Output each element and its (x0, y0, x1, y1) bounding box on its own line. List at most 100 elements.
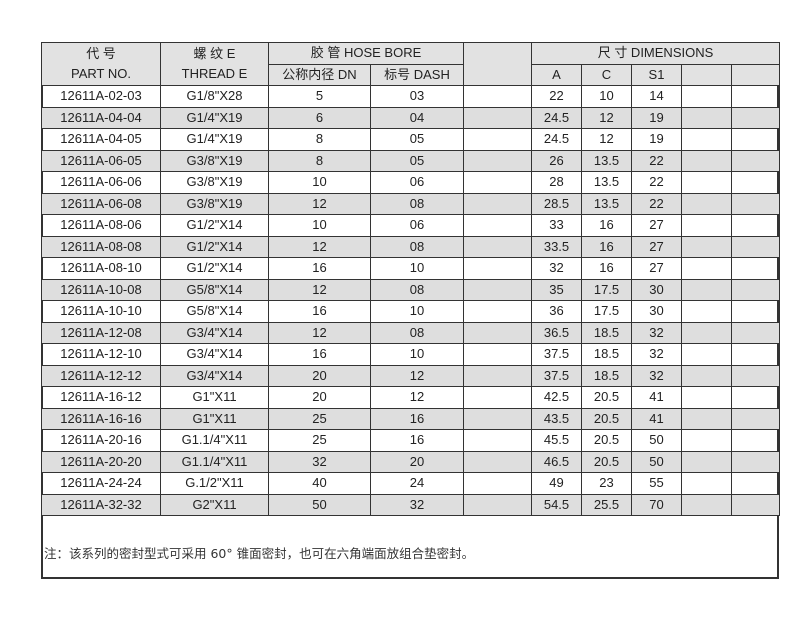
cell-extra2 (731, 429, 780, 452)
cell-part-no: 12611A-24-24 (41, 472, 161, 495)
cell-s1: 22 (631, 149, 682, 172)
cell-extra1 (681, 450, 732, 473)
cell-s1: 14 (631, 85, 682, 108)
parts-table: 代 号 PART NO. 螺 纹 E THREAD E 胶 管 HOSE BORE … (41, 42, 780, 516)
cell-s1: 32 (631, 364, 682, 387)
cell-dn: 16 (268, 343, 371, 366)
cell-extra1 (681, 171, 732, 194)
table-row: 12611A-20-20 G1.1/4"X11 32 20 46.5 20.5 50 (41, 450, 780, 473)
cell-dash: 12 (370, 386, 464, 409)
cell-a: 36.5 (531, 321, 582, 344)
cell-c: 18.5 (581, 364, 632, 387)
cell-part-no: 12611A-06-05 (41, 149, 161, 172)
cell-dash: 06 (370, 214, 464, 237)
header-part-no: 代 号 PART NO. (41, 42, 161, 86)
cell-dn: 8 (268, 149, 371, 172)
cell-dn: 20 (268, 364, 371, 387)
cell-part-no: 12611A-32-32 (41, 493, 161, 516)
cell-extra1 (681, 364, 732, 387)
cell-dn: 8 (268, 128, 371, 151)
cell-thread: G1/8"X28 (160, 85, 269, 108)
cell-dash: 05 (370, 149, 464, 172)
cell-blank (463, 278, 532, 301)
cell-thread: G1.1/4"X11 (160, 429, 269, 452)
table-row: 12611A-06-05 G3/8"X19 8 05 26 13.5 22 (41, 149, 780, 172)
cell-dn: 12 (268, 235, 371, 258)
cell-a: 28 (531, 171, 582, 194)
cell-extra2 (731, 106, 780, 129)
header-dash: 标号 DASH (370, 63, 464, 86)
table-row: 12611A-04-05 G1/4"X19 8 05 24.5 12 19 (41, 128, 780, 151)
cell-part-no: 12611A-12-10 (41, 343, 161, 366)
cell-dash: 32 (370, 493, 464, 516)
cell-a: 28.5 (531, 192, 582, 215)
table-row: 12611A-06-08 G3/8"X19 12 08 28.5 13.5 22 (41, 192, 780, 215)
cell-thread: G1/2"X14 (160, 257, 269, 280)
table-row: 12611A-12-12 G3/4"X14 20 12 37.5 18.5 32 (41, 364, 780, 387)
cell-blank (463, 214, 532, 237)
cell-thread: G3/8"X19 (160, 171, 269, 194)
cell-a: 24.5 (531, 128, 582, 151)
cell-extra1 (681, 257, 732, 280)
cell-extra2 (731, 214, 780, 237)
cell-dash: 08 (370, 192, 464, 215)
header-part-no-cn: 代 号 (86, 46, 116, 61)
header-row-2: 公称内径 DN 标号 DASH A C S1 (42, 63, 780, 86)
cell-s1: 41 (631, 386, 682, 409)
cell-c: 17.5 (581, 300, 632, 323)
header-c: C (581, 63, 632, 86)
cell-dash: 10 (370, 300, 464, 323)
cell-blank (463, 128, 532, 151)
cell-dash: 08 (370, 321, 464, 344)
table-row: 12611A-12-10 G3/4"X14 16 10 37.5 18.5 32 (41, 343, 780, 366)
header-s1: S1 (631, 63, 682, 86)
cell-c: 23 (581, 472, 632, 495)
footnote: 注：该系列的密封型式可采用 60° 锥面密封，也可在六角端面放组合垫密封。 (44, 546, 475, 561)
cell-dash: 16 (370, 407, 464, 430)
cell-extra1 (681, 85, 732, 108)
cell-extra2 (731, 278, 780, 301)
header-a: A (531, 63, 582, 86)
cell-extra2 (731, 493, 780, 516)
cell-part-no: 12611A-20-20 (41, 450, 161, 473)
header-empty (681, 63, 732, 86)
cell-thread: G1/2"X14 (160, 235, 269, 258)
cell-a: 37.5 (531, 343, 582, 366)
cell-dash: 16 (370, 429, 464, 452)
cell-dash: 05 (370, 128, 464, 151)
table-row: 12611A-12-08 G3/4"X14 12 08 36.5 18.5 32 (41, 321, 780, 344)
header-thread-cn: 螺 纹 E (193, 46, 236, 61)
cell-dn: 12 (268, 192, 371, 215)
cell-blank (463, 106, 532, 129)
cell-extra1 (681, 149, 732, 172)
cell-thread: G3/4"X14 (160, 321, 269, 344)
cell-part-no: 12611A-08-06 (41, 214, 161, 237)
cell-thread: G3/4"X14 (160, 364, 269, 387)
cell-dn: 50 (268, 493, 371, 516)
cell-thread: G1"X11 (160, 407, 269, 430)
cell-a: 36 (531, 300, 582, 323)
cell-extra1 (681, 106, 732, 129)
cell-part-no: 12611A-20-16 (41, 429, 161, 452)
cell-a: 49 (531, 472, 582, 495)
cell-thread: G2"X11 (160, 493, 269, 516)
cell-c: 13.5 (581, 171, 632, 194)
cell-blank (463, 493, 532, 516)
cell-blank (463, 429, 532, 452)
cell-dash: 10 (370, 343, 464, 366)
cell-extra2 (731, 85, 780, 108)
table-row: 12611A-10-08 G5/8"X14 12 08 35 17.5 30 (41, 278, 780, 301)
cell-c: 17.5 (581, 278, 632, 301)
cell-a: 33.5 (531, 235, 582, 258)
cell-dn: 12 (268, 321, 371, 344)
cell-blank (463, 386, 532, 409)
table-row: 12611A-08-08 G1/2"X14 12 08 33.5 16 27 (41, 235, 780, 258)
cell-dn: 10 (268, 171, 371, 194)
cell-dn: 12 (268, 278, 371, 301)
header-thread-en: THREAD E (181, 66, 248, 81)
cell-a: 26 (531, 149, 582, 172)
cell-extra1 (681, 343, 732, 366)
cell-a: 22 (531, 85, 582, 108)
cell-thread: G1.1/4"X11 (160, 450, 269, 473)
cell-dash: 08 (370, 278, 464, 301)
